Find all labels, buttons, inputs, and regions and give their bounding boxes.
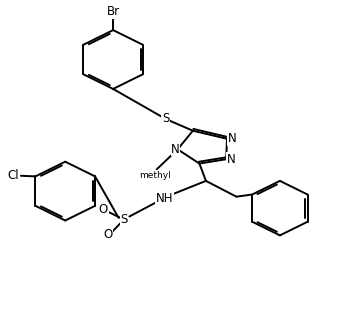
Text: NH: NH bbox=[156, 192, 173, 205]
Text: O: O bbox=[103, 228, 112, 241]
Text: methyl: methyl bbox=[139, 170, 171, 179]
Text: S: S bbox=[120, 213, 128, 226]
Text: O: O bbox=[99, 203, 108, 216]
Text: N: N bbox=[228, 132, 236, 145]
Text: Br: Br bbox=[107, 5, 120, 18]
Text: S: S bbox=[162, 113, 169, 125]
Text: N: N bbox=[227, 153, 236, 166]
Text: N: N bbox=[171, 143, 180, 156]
Text: Cl: Cl bbox=[8, 169, 19, 182]
